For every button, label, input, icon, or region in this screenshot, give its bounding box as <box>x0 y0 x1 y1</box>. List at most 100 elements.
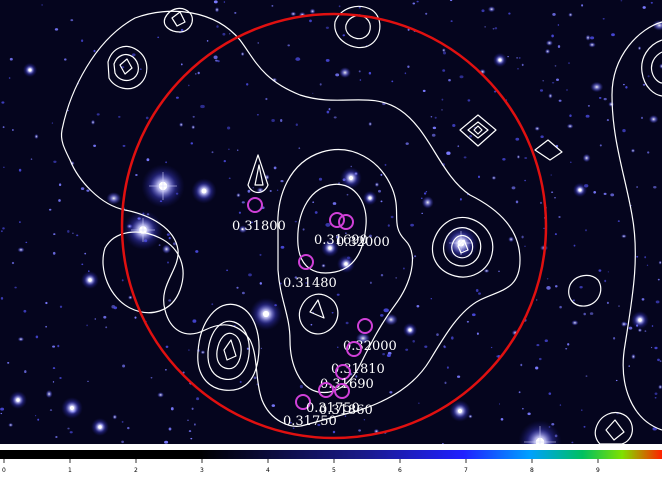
background-source <box>310 323 313 326</box>
background-source <box>229 33 231 35</box>
member-marker[interactable] <box>329 212 345 228</box>
background-source <box>344 415 347 417</box>
background-source <box>256 114 259 116</box>
background-source <box>545 40 553 46</box>
background-source <box>363 419 366 421</box>
background-source <box>459 75 464 79</box>
background-source <box>331 312 334 314</box>
background-source <box>610 193 615 197</box>
background-source <box>511 186 516 190</box>
background-source <box>200 104 205 109</box>
background-source <box>421 212 424 215</box>
background-source <box>248 273 252 277</box>
background-source <box>425 191 428 193</box>
background-source <box>642 83 646 86</box>
background-source <box>325 58 330 62</box>
redshift-label: 0.31800 <box>232 219 286 234</box>
member-marker[interactable] <box>357 318 373 334</box>
member-marker[interactable] <box>298 254 314 270</box>
background-source <box>524 245 526 247</box>
background-source <box>345 232 347 234</box>
background-source <box>613 337 616 340</box>
background-source <box>80 187 85 191</box>
background-source <box>168 299 172 302</box>
background-source <box>106 192 122 205</box>
member-marker[interactable] <box>247 197 263 213</box>
background-source <box>585 229 587 232</box>
background-source <box>418 402 420 404</box>
background-source <box>11 261 15 265</box>
background-source <box>84 252 87 255</box>
background-source <box>53 160 57 163</box>
member-marker[interactable] <box>318 382 334 398</box>
background-source <box>166 233 170 236</box>
background-source <box>494 27 498 30</box>
background-source <box>8 77 11 79</box>
background-source <box>191 124 196 130</box>
background-source <box>165 345 169 348</box>
contour-edge-right-inner-2 <box>650 51 662 84</box>
background-source <box>380 173 383 176</box>
background-source <box>436 333 439 336</box>
background-source <box>0 412 3 415</box>
background-source <box>195 250 199 253</box>
contour-left-blob <box>102 231 184 314</box>
contour-edge-right-inner-1 <box>641 39 662 97</box>
background-source <box>35 415 37 417</box>
member-marker[interactable] <box>295 394 311 410</box>
colorbar-tick-label: 8 <box>530 467 534 474</box>
background-source <box>7 362 10 364</box>
background-source <box>430 116 433 118</box>
background-source <box>175 96 179 99</box>
background-source <box>19 221 21 224</box>
background-source <box>457 145 460 148</box>
background-source <box>659 360 662 362</box>
member-marker[interactable] <box>335 364 351 380</box>
background-source <box>585 375 588 377</box>
background-source <box>566 123 574 129</box>
background-source <box>535 366 539 370</box>
background-source <box>25 241 28 244</box>
background-source <box>86 324 88 327</box>
background-source <box>431 133 436 137</box>
background-source <box>375 236 378 238</box>
background-source <box>559 404 562 406</box>
sky-image-viewer[interactable]: 0.31800 0.31690 0.32000 0.31480 0.32000 0.318… <box>0 0 662 444</box>
background-source <box>246 347 250 350</box>
contour-lower-left-1 <box>197 303 260 391</box>
bright-source-core <box>457 408 463 414</box>
background-source <box>3 166 5 168</box>
background-source <box>490 346 493 349</box>
colorbar-tick-label: 1 <box>68 467 72 474</box>
background-source <box>598 96 602 99</box>
background-source <box>441 109 443 111</box>
background-source <box>442 51 447 55</box>
background-source <box>59 377 62 379</box>
background-source <box>369 281 372 284</box>
background-source <box>395 277 398 279</box>
background-source <box>24 370 27 374</box>
member-marker[interactable] <box>346 341 362 357</box>
background-source <box>280 119 283 122</box>
contour-right-blob <box>568 274 602 307</box>
background-source <box>466 320 470 323</box>
background-source <box>299 384 303 389</box>
background-source <box>622 128 626 133</box>
background-source <box>180 63 183 66</box>
member-marker[interactable] <box>334 383 350 399</box>
background-source <box>644 330 647 332</box>
member-marker[interactable] <box>338 214 354 230</box>
background-source <box>471 313 476 317</box>
background-source <box>200 350 206 355</box>
background-source <box>557 45 561 48</box>
background-source <box>54 28 59 31</box>
background-source <box>628 365 630 367</box>
colorbar-tick-label: 2 <box>134 467 138 474</box>
background-source <box>557 24 560 26</box>
background-source <box>53 233 56 235</box>
background-source <box>522 407 524 410</box>
background-source <box>606 301 609 305</box>
background-source <box>658 384 662 390</box>
bright-source-core <box>328 246 332 250</box>
background-source <box>2 126 5 129</box>
